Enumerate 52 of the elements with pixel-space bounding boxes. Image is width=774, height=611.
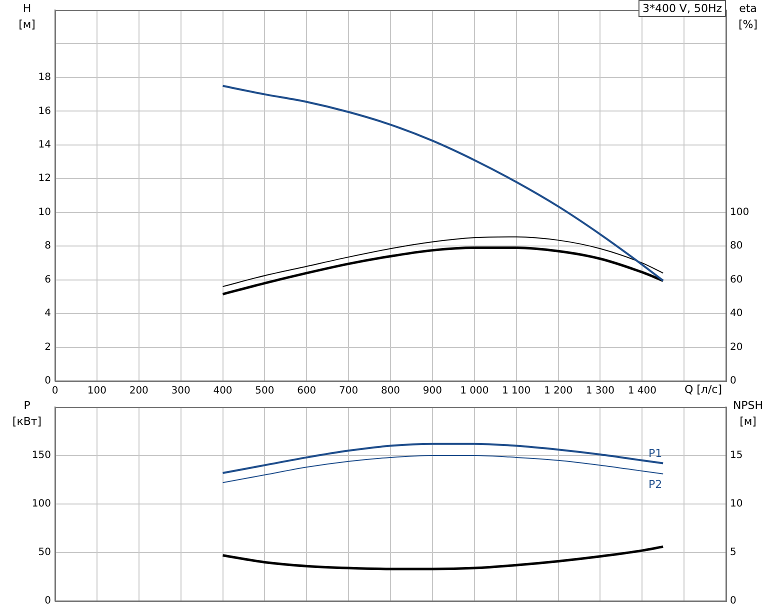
y-tick-label: 2 — [44, 342, 51, 353]
x-tick-label: 0 — [52, 386, 58, 397]
x-tick-label: 100 — [87, 386, 106, 397]
y-tick-label: 16 — [38, 106, 51, 117]
series-label: P1 — [648, 447, 662, 460]
line-series — [222, 84, 664, 282]
line-series — [222, 545, 664, 570]
y2-tick-label: 80 — [730, 240, 743, 252]
y-tick-label: 8 — [44, 240, 51, 252]
x-tick-label: 700 — [339, 386, 358, 397]
x-tick-label: 400 — [213, 386, 232, 397]
y-tick-label: 150 — [32, 450, 51, 462]
y2-tick-label: 0 — [730, 376, 736, 387]
x-tick-label: 1 000 — [460, 386, 489, 397]
y-axis-title: H [м] — [18, 2, 36, 31]
chart-title: 3*400 V, 50Hz — [642, 2, 722, 15]
x-axis-title: Q [л/с] — [684, 382, 722, 396]
x-tick-label: 900 — [422, 386, 442, 397]
y-axis-title: P [кВт] — [12, 398, 42, 428]
line-series — [222, 246, 664, 296]
y2-tick-label: 15 — [730, 450, 743, 462]
x-tick-label: 300 — [171, 386, 190, 397]
x-tick-label: 1 200 — [544, 386, 573, 397]
y2-tick-label: 40 — [730, 308, 743, 320]
x-tick-label: 600 — [297, 386, 316, 397]
y2-axis-title: eta [%] — [738, 2, 758, 31]
y-tick-label: 10 — [38, 206, 51, 218]
line-series — [222, 236, 664, 288]
x-tick-label: 1 100 — [502, 386, 531, 397]
y2-tick-label: 100 — [730, 206, 750, 218]
x-tick-label: 500 — [255, 386, 274, 397]
line-series — [222, 442, 664, 474]
y-tick-label: 14 — [38, 140, 51, 151]
y-tick-label: 18 — [38, 72, 51, 84]
y2-tick-label: 20 — [730, 342, 743, 353]
y-tick-label: 6 — [44, 274, 51, 286]
y2-tick-label: 60 — [730, 274, 743, 286]
x-tick-label: 200 — [129, 386, 148, 397]
y2-tick-label: 0 — [730, 596, 736, 607]
y-tick-label: 12 — [38, 173, 51, 184]
x-tick-label: 800 — [380, 386, 400, 397]
y2-tick-label: 10 — [730, 498, 743, 510]
x-tick-label: 1 400 — [628, 386, 656, 397]
y-tick-label: 4 — [44, 308, 51, 320]
y-tick-label: 50 — [38, 547, 51, 558]
y-tick-label: 0 — [44, 596, 51, 607]
y-tick-label: 100 — [32, 498, 51, 510]
y2-tick-label: 5 — [730, 547, 736, 558]
x-tick-label: 1 300 — [586, 386, 615, 397]
y-tick-label: 0 — [44, 376, 51, 387]
y2-axis-title: NPSH [м] — [732, 398, 764, 428]
series-label: P2 — [648, 478, 662, 491]
